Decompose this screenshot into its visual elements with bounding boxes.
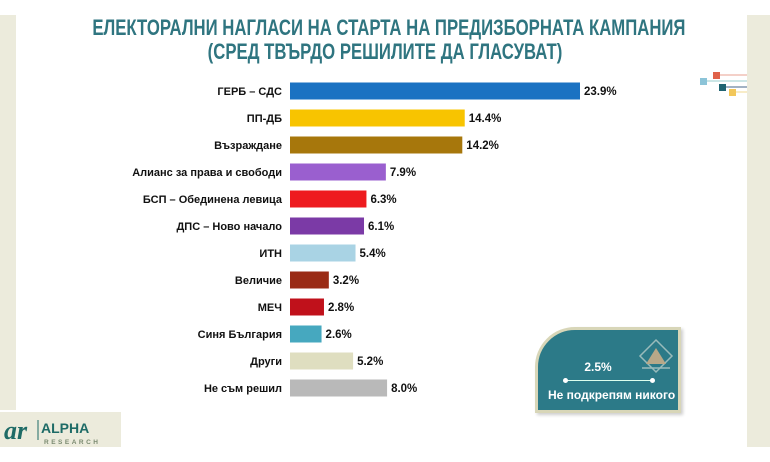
value-label: 7.9% [390, 167, 416, 179]
bar [290, 244, 356, 262]
svg-text:ar: ar [4, 416, 28, 445]
category-label: ИТН [259, 248, 282, 260]
no-support-callout: 2.5% Не подкрепям никого [535, 327, 681, 413]
category-label: БСП – Обединена левица [143, 194, 283, 206]
category-label: Алианс за права и свободи [132, 167, 282, 179]
bar [290, 298, 324, 316]
subtitle-line: (СРЕД ТВЪРДО РЕШИЛИТЕ ДА ГЛАСУВАТ) [207, 39, 563, 64]
value-label: 6.3% [370, 194, 396, 206]
bar [290, 379, 388, 397]
category-label: МЕЧ [258, 302, 282, 314]
decor-strip-right [747, 15, 770, 447]
callout-label: Не подкрепям никого [548, 388, 676, 402]
decor-strip-left [0, 15, 16, 410]
bar [290, 82, 580, 100]
value-label: 5.2% [357, 356, 383, 368]
bar [290, 217, 365, 235]
bar [290, 352, 354, 370]
ballot-box-icon [638, 338, 674, 374]
chart-title: ЕЛЕКТОРАЛНИ НАГЛАСИ НА СТАРТА НА ПРЕДИЗБ… [0, 16, 770, 64]
svg-text:RESEARCH: RESEARCH [44, 439, 100, 446]
value-label: 3.2% [333, 275, 359, 287]
value-label: 2.8% [328, 302, 354, 314]
value-label: 14.2% [466, 140, 499, 152]
value-label: 23.9% [584, 86, 617, 98]
alpha-research-logo: ar ALPHA RESEARCH [0, 412, 121, 447]
bar [290, 190, 367, 208]
value-label: 14.4% [469, 113, 502, 125]
decor-squares-icon [700, 72, 747, 96]
category-label: Синя България [198, 329, 282, 341]
category-label: ДПС – Ново начало [176, 221, 282, 233]
value-label: 8.0% [391, 383, 417, 395]
category-label: Не съм решил [204, 383, 282, 395]
category-label: Възраждане [214, 140, 282, 152]
callout-value: 2.5% [584, 360, 612, 374]
value-label: 5.4% [360, 248, 386, 260]
value-label: 6.1% [368, 221, 394, 233]
category-label: ПП-ДБ [247, 113, 282, 125]
category-label: Величие [235, 275, 282, 287]
svg-text:ALPHA: ALPHA [41, 420, 89, 436]
bar [290, 325, 322, 343]
bar [290, 163, 386, 181]
value-label: 2.6% [326, 329, 352, 341]
title-line: ЕЛЕКТОРАЛНИ НАГЛАСИ НА СТАРТА НА ПРЕДИЗБ… [92, 15, 686, 40]
bar [290, 271, 329, 289]
category-label: Други [250, 356, 282, 368]
callout-divider [563, 378, 655, 383]
category-label: ГЕРБ – СДС [217, 86, 282, 98]
bar [290, 109, 465, 127]
logo-mark: ar ALPHA RESEARCH [4, 416, 100, 446]
bar [290, 136, 463, 154]
